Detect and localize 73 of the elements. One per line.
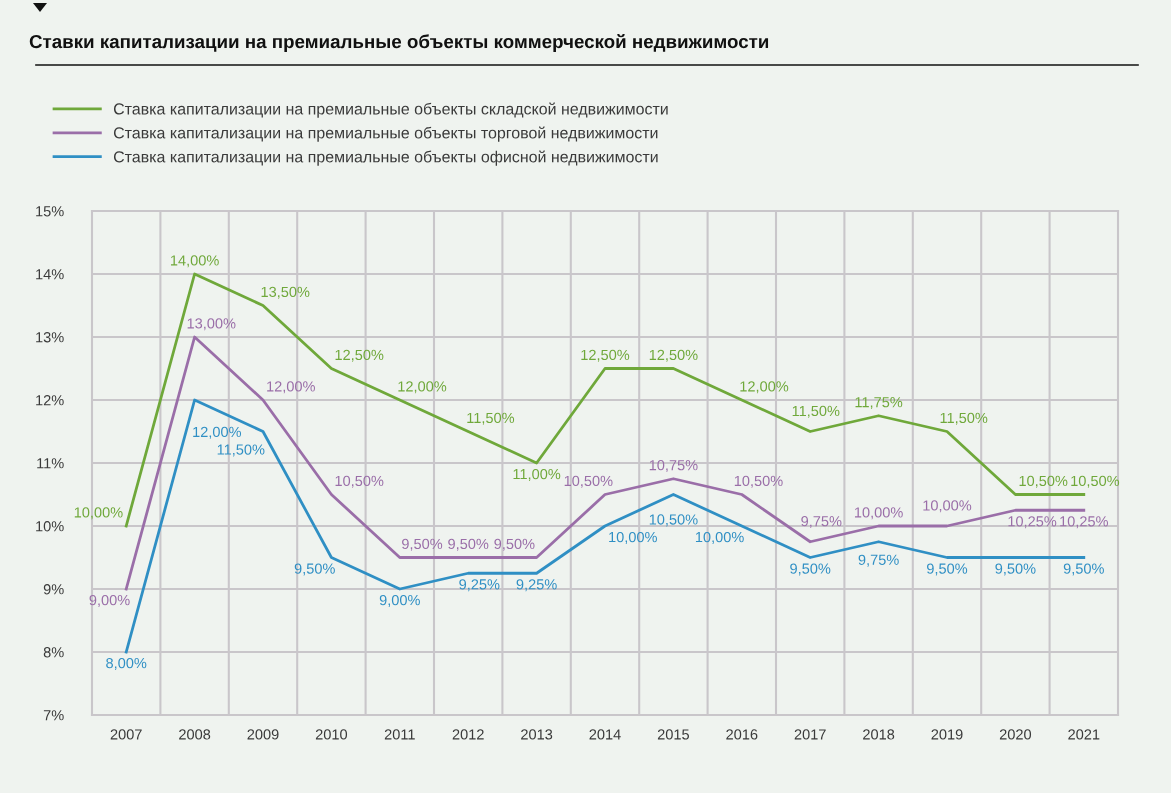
x-tick-label: 2011 bbox=[384, 729, 415, 740]
data-label: 9,25% bbox=[516, 579, 557, 592]
data-label: 10,00% bbox=[74, 507, 123, 520]
data-label: 13,50% bbox=[261, 286, 310, 299]
data-label: 9,50% bbox=[995, 563, 1036, 576]
data-label: 12,50% bbox=[649, 349, 698, 362]
data-label: 10,50% bbox=[335, 475, 384, 488]
data-label: 11,00% bbox=[513, 468, 561, 481]
x-tick-label: 2015 bbox=[657, 729, 690, 740]
data-label: 11,50% bbox=[792, 405, 840, 418]
y-tick-label: 15% bbox=[36, 206, 64, 217]
data-label: 10,75% bbox=[649, 459, 698, 473]
data-label: 9,50% bbox=[448, 538, 489, 551]
data-label: 9,50% bbox=[402, 538, 443, 551]
data-label: 12,50% bbox=[581, 349, 630, 362]
x-tick-label: 2012 bbox=[452, 729, 484, 740]
data-label: 10,25% bbox=[1008, 516, 1057, 529]
data-label: 9,75% bbox=[801, 516, 842, 529]
data-label: 10,50% bbox=[734, 475, 783, 488]
data-label: 12,00% bbox=[193, 426, 242, 439]
x-tick-label: 2017 bbox=[794, 729, 826, 740]
data-label: 12,00% bbox=[740, 381, 789, 394]
y-tick-label: 14% bbox=[36, 269, 64, 280]
data-label: 14,00% bbox=[170, 255, 219, 268]
x-tick-label: 2007 bbox=[110, 729, 142, 740]
x-tick-label: 2018 bbox=[863, 729, 895, 740]
data-label: 9,50% bbox=[494, 538, 535, 551]
data-label: 9,50% bbox=[927, 563, 968, 576]
data-label: 12,00% bbox=[398, 381, 447, 394]
data-label: 10,00% bbox=[609, 531, 657, 544]
x-tick-label: 2016 bbox=[726, 729, 758, 740]
legend-label: Ставка капитализации на премиальные объекты складской недвижимости bbox=[113, 102, 668, 118]
x-tick-label: 2019 bbox=[931, 729, 963, 740]
data-label: 10,50% bbox=[1019, 475, 1068, 488]
data-label: 9,00% bbox=[89, 594, 130, 607]
data-label: 9,00% bbox=[379, 594, 420, 607]
y-tick-label: 9% bbox=[43, 584, 64, 595]
y-tick-label: 12% bbox=[36, 395, 64, 406]
data-label: 9,50% bbox=[1063, 563, 1104, 576]
x-tick-label: 2014 bbox=[589, 729, 621, 740]
x-tick-label: 2013 bbox=[521, 729, 553, 740]
data-label: 10,00% bbox=[854, 507, 903, 520]
data-label: 9,25% bbox=[459, 579, 500, 592]
data-label: 9,50% bbox=[294, 563, 335, 576]
data-label: 11,50% bbox=[217, 444, 265, 457]
chart-title: Ставки капитализации на премиальные объекты коммерческой недвижимости bbox=[29, 34, 769, 52]
data-label: 13,00% bbox=[187, 318, 236, 331]
y-tick-label: 10% bbox=[36, 521, 64, 532]
x-tick-label: 2009 bbox=[247, 729, 279, 740]
x-tick-label: 2010 bbox=[315, 729, 348, 740]
data-label: 11,50% bbox=[940, 412, 988, 425]
data-label: 10,50% bbox=[649, 514, 698, 527]
data-label: 11,75% bbox=[855, 397, 903, 410]
data-label: 10,50% bbox=[1071, 475, 1120, 488]
data-label: 10,50% bbox=[564, 475, 613, 488]
x-tick-label: 2020 bbox=[999, 729, 1032, 740]
data-label: 9,75% bbox=[858, 554, 899, 567]
data-label: 10,00% bbox=[695, 531, 744, 544]
x-tick-label: 2008 bbox=[179, 729, 211, 740]
legend-label: Ставка капитализации на премиальные объекты офисной недвижимости bbox=[113, 150, 658, 166]
y-tick-label: 11% bbox=[37, 458, 64, 469]
legend-label: Ставка капитализации на премиальные объекты торговой недвижимости bbox=[113, 126, 658, 142]
data-label: 9,50% bbox=[790, 563, 831, 576]
data-label: 11,50% bbox=[467, 412, 515, 425]
y-tick-label: 7% bbox=[43, 710, 64, 721]
x-tick-label: 2021 bbox=[1068, 729, 1100, 740]
data-label: 10,25% bbox=[1060, 516, 1109, 529]
data-label: 12,50% bbox=[335, 349, 384, 362]
data-label: 8,00% bbox=[106, 657, 147, 670]
y-tick-label: 13% bbox=[36, 332, 64, 343]
data-label: 10,00% bbox=[923, 500, 972, 513]
y-tick-label: 8% bbox=[43, 647, 64, 658]
data-label: 12,00% bbox=[267, 381, 315, 394]
